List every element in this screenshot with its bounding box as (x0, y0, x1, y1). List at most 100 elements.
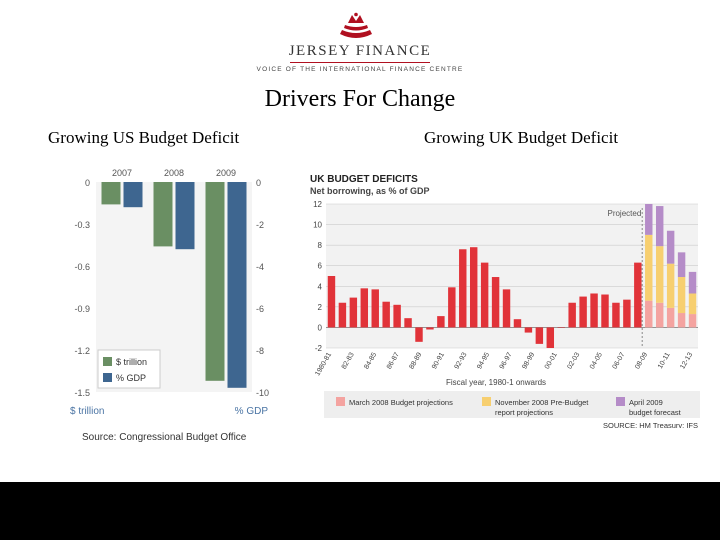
deficit-bar (634, 262, 642, 328)
jersey-finance-logo-icon (340, 12, 372, 38)
deficit-bar (491, 277, 500, 328)
x-axis-label: Fiscal year, 1980-1 onwards (446, 378, 546, 387)
x-tick-label: 90-91 (431, 351, 446, 370)
deficit-bar (480, 262, 489, 328)
bar-trillion (205, 182, 225, 381)
uk-legend: March 2008 Budget projections November 20… (324, 391, 700, 418)
uk-chart-heading: Growing UK Budget Deficit (424, 128, 619, 147)
legend-box (324, 391, 700, 418)
uk-chart-source: SOURCE: HM Treasury; IFS (603, 421, 698, 428)
right-axis-tick-label: 0 (256, 178, 261, 188)
x-tick-label: 00-01 (544, 351, 559, 370)
deficit-bar (437, 316, 445, 328)
right-axis-tick-label: -2 (256, 220, 264, 230)
projection-bar (677, 252, 686, 278)
legend-label: budget forecast (629, 408, 682, 417)
projection-bar (655, 206, 664, 247)
deficit-bar (371, 289, 379, 328)
projected-label: Projected (607, 209, 641, 218)
projection-bar (688, 293, 697, 315)
deficit-bar (601, 294, 609, 328)
deficit-bar (404, 318, 412, 328)
us-chart-heading: Growing US Budget Deficit (48, 128, 240, 147)
projection-bar (688, 271, 697, 294)
y-tick-label: -2 (315, 344, 323, 353)
right-axis-tick-label: -4 (256, 262, 264, 272)
left-axis-tick-label: -0.6 (74, 262, 90, 272)
deficit-bar (524, 327, 533, 333)
deficit-bar (459, 249, 467, 328)
deficit-bar (360, 288, 369, 328)
category-label: 2009 (216, 168, 236, 178)
legend-swatch (616, 397, 625, 406)
x-tick-label: 10-11 (657, 351, 672, 370)
us-legend: $ trillion % GDP (97, 349, 161, 389)
deficit-bar (502, 289, 511, 328)
legend-label: November 2008 Pre-Budget (495, 398, 589, 407)
projection-bar (677, 313, 686, 328)
footer-bar (0, 482, 720, 540)
bar-trillion (153, 182, 173, 247)
x-tick-label: 1980-81 (314, 351, 333, 377)
x-tick-label: 04-05 (589, 351, 604, 370)
brand-divider (290, 62, 430, 63)
deficit-bar (393, 304, 401, 328)
y-tick-label: 0 (318, 323, 323, 332)
right-axis-tick-label: -10 (256, 388, 269, 398)
projection-bar (645, 300, 653, 328)
uk-chart-subtitle: Net borrowing, as % of GDP (310, 186, 430, 196)
projection-bar (655, 246, 664, 303)
projection-bar (688, 314, 697, 328)
legend-swatch (336, 397, 345, 406)
deficit-bar (338, 302, 347, 328)
x-tick-label: 84-85 (363, 351, 378, 370)
x-tick-label: 08-09 (634, 351, 649, 370)
category-label: 2007 (112, 168, 132, 178)
bar-trillion (101, 182, 121, 205)
brand-name: JERSEY FINANCE (288, 43, 432, 59)
deficit-bar (349, 297, 358, 328)
deficit-bar (568, 302, 576, 328)
left-axis-tick-label: -0.3 (74, 220, 90, 230)
legend-label: % GDP (116, 373, 146, 383)
deficit-bar (469, 247, 478, 328)
category-label: 2008 (164, 168, 184, 178)
header: JERSEY FINANCE VOICE OF THE INTERNATIONA… (0, 0, 720, 80)
y-tick-label: 10 (313, 221, 322, 230)
legend-label: March 2008 Budget projections (349, 398, 453, 407)
deficit-bar (327, 276, 336, 328)
deficit-bar (579, 296, 587, 328)
deficit-bar (535, 327, 544, 344)
x-tick-label: 06-07 (612, 351, 627, 370)
x-tick-label: 86-87 (386, 351, 401, 370)
left-axis-tick-label: -1.5 (74, 388, 90, 398)
legend-swatch (482, 397, 491, 406)
bar-pct-gdp (175, 182, 195, 250)
x-tick-label: 82-83 (341, 351, 356, 370)
projection-bar (645, 204, 653, 235)
bar-pct-gdp (227, 182, 247, 388)
legend-swatch (103, 357, 112, 366)
x-tick-label: 98-99 (521, 351, 536, 370)
left-axis-tick-label: -0.9 (74, 304, 90, 314)
right-axis-tick-label: -6 (256, 304, 264, 314)
projection-bar (655, 302, 664, 328)
y-tick-label: 2 (318, 303, 323, 312)
deficit-bar (546, 327, 555, 348)
projection-bar (645, 234, 653, 301)
deficit-bar (590, 293, 598, 328)
projection-bar (666, 307, 675, 328)
projection-bar (666, 230, 675, 264)
deficit-bar (623, 299, 631, 328)
deficit-bar (513, 319, 522, 328)
deficit-bar (415, 327, 423, 342)
legend-swatch (103, 373, 112, 382)
x-tick-label: 12-13 (679, 351, 694, 370)
y-tick-label: 6 (318, 262, 323, 271)
deficit-bar (382, 301, 390, 328)
projection-bar (666, 263, 675, 308)
x-tick-label: 96-97 (499, 351, 514, 370)
chart-source: Source: Congressional Budget Office (82, 432, 247, 443)
deficit-bar (426, 327, 434, 330)
